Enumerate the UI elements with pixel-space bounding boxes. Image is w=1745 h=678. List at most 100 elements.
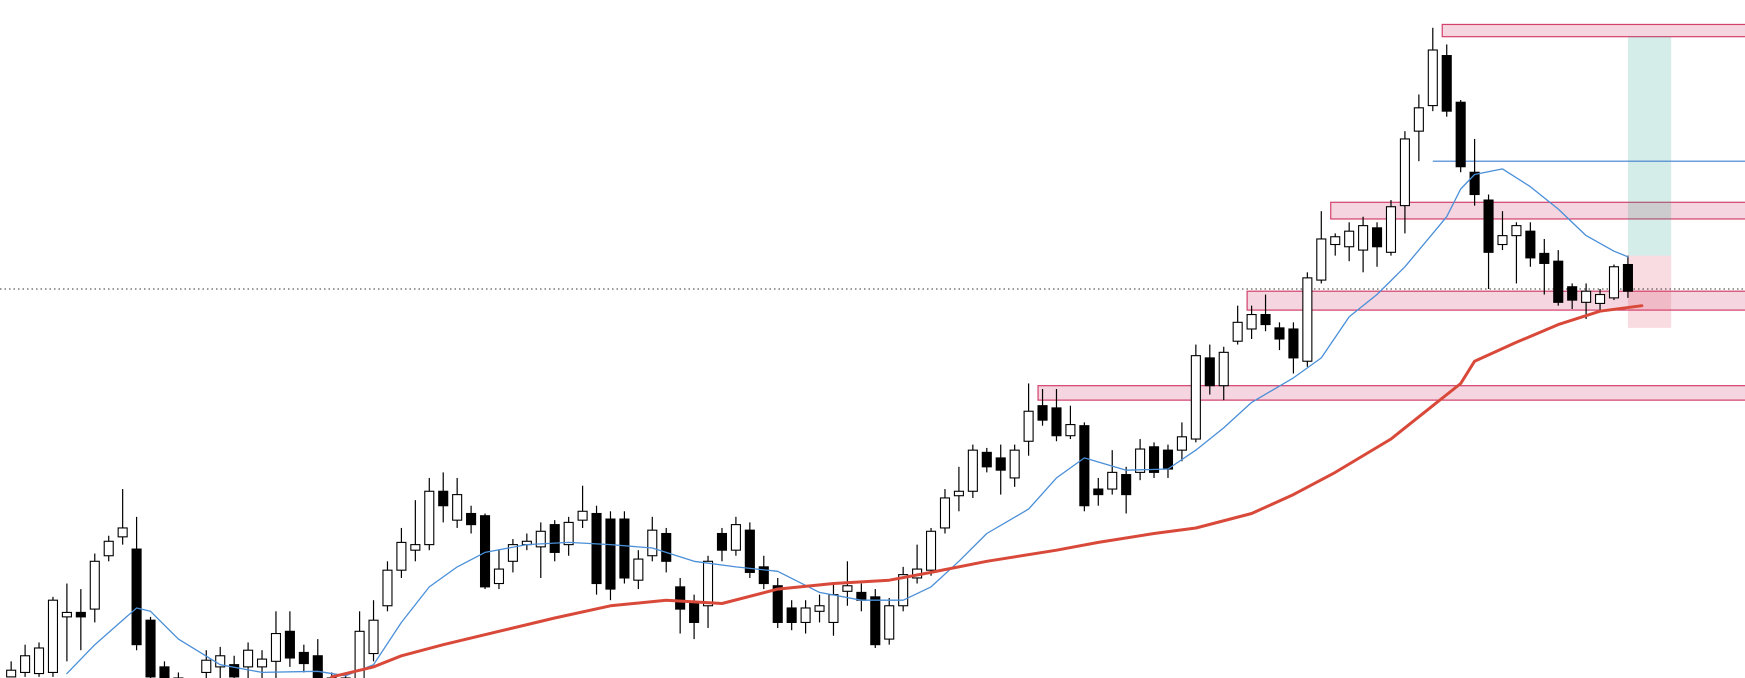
candle-body bbox=[6, 669, 17, 678]
candle-body bbox=[256, 658, 268, 668]
candle-body bbox=[1232, 321, 1243, 342]
candle-body bbox=[312, 655, 323, 678]
candle-body bbox=[1399, 138, 1410, 207]
candle-body bbox=[758, 566, 769, 585]
candle-body bbox=[884, 605, 895, 640]
candle-body bbox=[1274, 327, 1285, 340]
candle-body bbox=[1204, 357, 1215, 387]
candle-body bbox=[967, 449, 978, 492]
candle-body bbox=[716, 532, 728, 551]
candle-body bbox=[591, 512, 602, 585]
candle-body bbox=[1511, 225, 1522, 237]
moving-average bbox=[330, 304, 1644, 678]
candle-body bbox=[201, 659, 212, 673]
candle-body bbox=[1176, 436, 1187, 451]
candle-body bbox=[939, 497, 951, 529]
candle-body bbox=[493, 568, 505, 585]
candle-body bbox=[33, 647, 45, 675]
candle-body bbox=[89, 560, 100, 610]
candle-body bbox=[466, 512, 477, 526]
candle-body bbox=[1246, 313, 1257, 330]
candle-body bbox=[1413, 107, 1424, 132]
candle-body bbox=[1553, 260, 1564, 303]
candle-body bbox=[1469, 171, 1480, 196]
candle-body bbox=[786, 607, 797, 623]
candle-body bbox=[298, 651, 309, 665]
candle-body bbox=[1107, 471, 1118, 490]
candle-body bbox=[1302, 277, 1313, 362]
candle-body bbox=[605, 518, 616, 590]
candle-body bbox=[1594, 293, 1606, 304]
candle-body bbox=[1135, 448, 1146, 473]
candle-body bbox=[814, 605, 825, 612]
candle-body bbox=[354, 630, 365, 678]
target-area bbox=[1627, 36, 1672, 256]
candle-body bbox=[1455, 101, 1466, 168]
candle-body bbox=[284, 630, 295, 659]
candle-body bbox=[898, 574, 909, 607]
candle-body bbox=[103, 540, 114, 557]
candle-body bbox=[1539, 252, 1550, 264]
candle-body bbox=[1079, 425, 1090, 507]
candle-body bbox=[744, 529, 755, 573]
zone bbox=[1246, 290, 1745, 311]
candle-body bbox=[75, 611, 86, 618]
candle-body bbox=[145, 619, 156, 678]
candle-body bbox=[1009, 449, 1020, 479]
candle-body bbox=[1497, 235, 1508, 246]
zone bbox=[1441, 23, 1745, 38]
candle-body bbox=[1371, 227, 1383, 248]
candle-body bbox=[1316, 238, 1327, 281]
candle-body bbox=[396, 541, 407, 571]
candle-body bbox=[619, 518, 630, 579]
candle-body bbox=[117, 527, 128, 538]
candle-body bbox=[1525, 230, 1536, 259]
candle-body bbox=[159, 666, 170, 678]
plot-area bbox=[0, 23, 1745, 678]
candle-body bbox=[61, 611, 72, 618]
candle-body bbox=[1093, 488, 1104, 496]
candle-body bbox=[633, 558, 644, 581]
candle-body bbox=[438, 490, 449, 507]
candle-body bbox=[20, 655, 31, 673]
candle-body bbox=[981, 451, 992, 468]
candle-body bbox=[995, 457, 1006, 471]
candle-body bbox=[243, 649, 254, 668]
candle-body bbox=[1483, 199, 1494, 253]
candle-body bbox=[47, 599, 59, 673]
candle-body bbox=[1385, 206, 1397, 253]
candle-body bbox=[925, 530, 937, 571]
candle-body bbox=[772, 585, 783, 623]
candle-body bbox=[953, 490, 964, 497]
candle-body bbox=[507, 544, 518, 562]
candle-body bbox=[702, 560, 714, 607]
candle-body bbox=[1260, 313, 1271, 326]
zone bbox=[1037, 385, 1745, 401]
candle-body bbox=[1121, 474, 1132, 496]
candle-body bbox=[828, 594, 839, 623]
candle-body bbox=[131, 548, 142, 646]
candle-body bbox=[452, 494, 463, 521]
candle-body bbox=[1427, 49, 1438, 107]
candle-body bbox=[1190, 355, 1201, 440]
candle-body bbox=[842, 585, 853, 592]
candle-body bbox=[1330, 236, 1341, 246]
candle-body bbox=[1037, 405, 1048, 421]
candle-body bbox=[270, 632, 282, 662]
candle-body bbox=[1288, 328, 1299, 359]
candle-body bbox=[1581, 290, 1592, 303]
candle-body bbox=[1148, 446, 1160, 473]
candle-body bbox=[1023, 410, 1034, 442]
candle-body bbox=[1218, 351, 1229, 387]
candle-body bbox=[229, 664, 240, 678]
candle-body bbox=[577, 510, 588, 521]
candle-body bbox=[1344, 230, 1355, 248]
candle-body bbox=[535, 530, 546, 548]
candle-body bbox=[382, 569, 393, 607]
candle-body bbox=[1441, 55, 1452, 112]
candle-body bbox=[1065, 424, 1076, 437]
candle-body bbox=[1358, 225, 1369, 251]
candle-body bbox=[563, 521, 574, 546]
